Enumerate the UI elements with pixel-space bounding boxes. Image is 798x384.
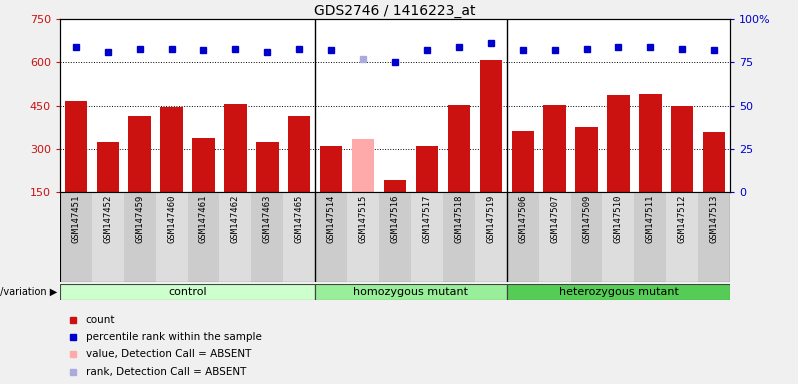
- Bar: [575, 127, 598, 235]
- Text: GSM147506: GSM147506: [518, 195, 527, 243]
- Text: GSM147460: GSM147460: [167, 195, 176, 243]
- Text: genotype/variation ▶: genotype/variation ▶: [0, 287, 57, 297]
- Text: GSM147452: GSM147452: [103, 195, 113, 243]
- Bar: [315, 284, 507, 300]
- Bar: [416, 147, 438, 235]
- Bar: [543, 105, 566, 235]
- Bar: [315, 192, 347, 282]
- Bar: [97, 142, 119, 235]
- Bar: [507, 192, 539, 282]
- Text: GSM147459: GSM147459: [135, 195, 144, 243]
- Bar: [698, 192, 730, 282]
- Bar: [283, 192, 315, 282]
- Text: GSM147461: GSM147461: [199, 195, 208, 243]
- Bar: [128, 116, 151, 235]
- Text: GSM147451: GSM147451: [71, 195, 81, 243]
- Text: GSM147514: GSM147514: [326, 195, 336, 243]
- Text: heterozygous mutant: heterozygous mutant: [559, 287, 678, 297]
- Bar: [602, 192, 634, 282]
- Bar: [219, 192, 251, 282]
- Bar: [384, 180, 406, 235]
- Title: GDS2746 / 1416223_at: GDS2746 / 1416223_at: [314, 4, 476, 18]
- Text: value, Detection Call = ABSENT: value, Detection Call = ABSENT: [85, 349, 251, 359]
- Text: rank, Detection Call = ABSENT: rank, Detection Call = ABSENT: [85, 366, 246, 377]
- Bar: [160, 107, 183, 235]
- Text: GSM147516: GSM147516: [390, 195, 400, 243]
- Text: count: count: [85, 314, 115, 325]
- Text: GSM147510: GSM147510: [614, 195, 623, 243]
- Bar: [156, 192, 188, 282]
- Bar: [192, 138, 215, 235]
- Text: homozygous mutant: homozygous mutant: [354, 287, 468, 297]
- Text: GSM147519: GSM147519: [486, 195, 496, 243]
- Bar: [224, 104, 247, 235]
- Bar: [92, 192, 124, 282]
- Bar: [188, 192, 219, 282]
- Bar: [60, 192, 92, 282]
- Bar: [60, 284, 315, 300]
- Bar: [288, 116, 310, 235]
- Text: GSM147465: GSM147465: [294, 195, 304, 243]
- Bar: [703, 131, 725, 235]
- Bar: [124, 192, 156, 282]
- Text: GSM147518: GSM147518: [454, 195, 464, 243]
- Text: GSM147512: GSM147512: [678, 195, 687, 243]
- Bar: [411, 192, 443, 282]
- Bar: [666, 192, 698, 282]
- Bar: [379, 192, 411, 282]
- Bar: [320, 147, 342, 235]
- Bar: [634, 192, 666, 282]
- Bar: [251, 192, 283, 282]
- Text: control: control: [168, 287, 207, 297]
- Bar: [443, 192, 475, 282]
- Text: GSM147509: GSM147509: [582, 195, 591, 243]
- Text: GSM147517: GSM147517: [422, 195, 432, 243]
- Text: GSM147515: GSM147515: [358, 195, 368, 243]
- Bar: [571, 192, 602, 282]
- Bar: [607, 95, 630, 235]
- Bar: [639, 94, 662, 235]
- Text: GSM147507: GSM147507: [550, 195, 559, 243]
- Text: GSM147463: GSM147463: [263, 195, 272, 243]
- Text: percentile rank within the sample: percentile rank within the sample: [85, 332, 262, 342]
- Text: GSM147462: GSM147462: [231, 195, 240, 243]
- Bar: [352, 139, 374, 235]
- Bar: [256, 142, 279, 235]
- Bar: [671, 106, 693, 235]
- Bar: [65, 101, 87, 235]
- Bar: [480, 60, 502, 235]
- Bar: [507, 284, 730, 300]
- Bar: [539, 192, 571, 282]
- Text: GSM147511: GSM147511: [646, 195, 655, 243]
- Bar: [475, 192, 507, 282]
- Bar: [448, 105, 470, 235]
- Bar: [512, 131, 534, 235]
- Text: GSM147513: GSM147513: [709, 195, 719, 243]
- Bar: [347, 192, 379, 282]
